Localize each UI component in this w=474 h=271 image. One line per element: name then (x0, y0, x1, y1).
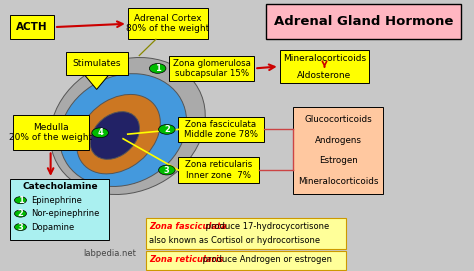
FancyBboxPatch shape (10, 15, 54, 39)
Text: 2: 2 (18, 209, 23, 218)
Circle shape (15, 210, 27, 217)
Text: labpedia.net: labpedia.net (83, 249, 136, 258)
FancyBboxPatch shape (293, 107, 383, 194)
FancyBboxPatch shape (65, 52, 128, 75)
Text: also known as Cortisol or hydrocortisone: also known as Cortisol or hydrocortisone (149, 236, 320, 245)
Text: Epinephrine: Epinephrine (32, 196, 82, 205)
Text: 4: 4 (97, 128, 103, 137)
Text: Zona reticularis: Zona reticularis (149, 255, 223, 264)
Text: Mineralocorticoids: Mineralocorticoids (283, 54, 366, 63)
Ellipse shape (90, 112, 139, 159)
Text: 3: 3 (164, 166, 170, 175)
Circle shape (159, 125, 175, 134)
Text: Adrenal Cortex
80% of the weight: Adrenal Cortex 80% of the weight (127, 14, 210, 33)
Ellipse shape (77, 94, 160, 174)
Text: produce Androgen or estrogen: produce Androgen or estrogen (200, 255, 331, 264)
Text: Nor-epinephrine: Nor-epinephrine (32, 209, 100, 218)
Circle shape (159, 165, 175, 175)
Text: Aldosterone: Aldosterone (297, 71, 352, 80)
Circle shape (15, 197, 27, 204)
Text: ACTH: ACTH (17, 22, 48, 32)
Polygon shape (84, 75, 109, 89)
Text: 2: 2 (164, 125, 170, 134)
FancyBboxPatch shape (13, 115, 89, 150)
Text: Glucocorticoids

Androgens

Estrogen

Mineralocorticoids: Glucocorticoids Androgens Estrogen Miner… (298, 115, 379, 186)
FancyBboxPatch shape (146, 251, 346, 270)
Text: Adrenal Gland Hormone: Adrenal Gland Hormone (274, 15, 453, 28)
Text: Zona reticularis
Inner zone  7%: Zona reticularis Inner zone 7% (185, 160, 252, 180)
Text: Zona fasciculata: Zona fasciculata (149, 221, 227, 231)
FancyBboxPatch shape (169, 56, 255, 81)
FancyBboxPatch shape (178, 117, 264, 142)
Text: produce 17-hydrocycortisone: produce 17-hydrocycortisone (203, 221, 329, 231)
Text: Stimulates: Stimulates (73, 59, 121, 68)
Circle shape (15, 224, 27, 231)
Text: Zona fasciculata
Middle zone 78%: Zona fasciculata Middle zone 78% (184, 120, 258, 139)
Ellipse shape (50, 57, 205, 195)
Text: Medulla
20% of the weight: Medulla 20% of the weight (9, 123, 92, 143)
Text: 1: 1 (18, 196, 23, 205)
Text: Catecholamine: Catecholamine (22, 182, 98, 191)
FancyBboxPatch shape (178, 157, 259, 183)
Text: 1: 1 (155, 64, 161, 73)
FancyBboxPatch shape (10, 179, 109, 240)
Text: 3: 3 (18, 222, 23, 231)
Circle shape (149, 64, 166, 73)
FancyBboxPatch shape (280, 50, 369, 83)
FancyBboxPatch shape (266, 4, 462, 39)
FancyBboxPatch shape (128, 8, 208, 39)
Ellipse shape (60, 74, 187, 186)
Text: Zona glomerulosa
subcapsular 15%: Zona glomerulosa subcapsular 15% (173, 59, 251, 78)
Circle shape (92, 128, 109, 138)
Text: Dopamine: Dopamine (32, 222, 75, 231)
FancyBboxPatch shape (146, 218, 346, 249)
